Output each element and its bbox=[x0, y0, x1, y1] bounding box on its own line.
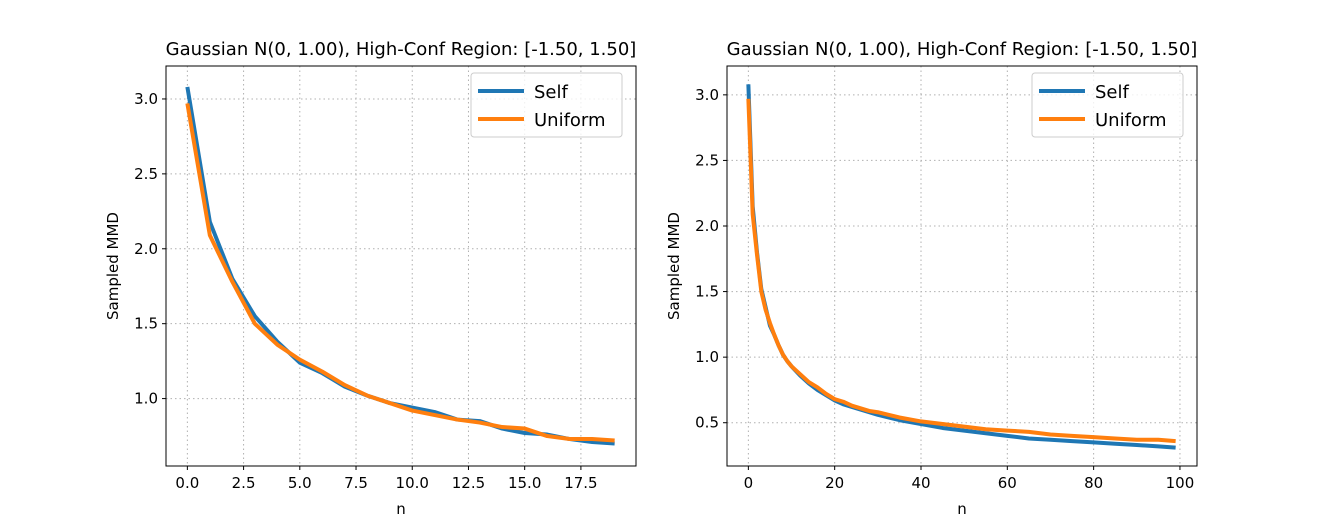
x-tick-label: 60 bbox=[998, 474, 1017, 492]
x-tick-label: 40 bbox=[911, 474, 930, 492]
y-tick-label: 2.5 bbox=[695, 151, 719, 169]
series-line-uniform bbox=[185, 103, 615, 443]
y-tick-label: 1.5 bbox=[695, 283, 719, 301]
legend-label-uniform: Uniform bbox=[1095, 110, 1167, 131]
x-tick-label: 0 bbox=[744, 474, 754, 492]
y-tick-label: 1.5 bbox=[134, 315, 158, 333]
legend: Self Uniform bbox=[1031, 72, 1184, 138]
series-line-uniform bbox=[746, 98, 1176, 444]
y-tick-label: 0.5 bbox=[695, 414, 719, 432]
chart-2: 0 20 40 60 80 100 0.5 1.0 1.5 2.0 2.5 3.0 n Sampled M… bbox=[665, 39, 1198, 518]
x-tick-label: 100 bbox=[1166, 474, 1195, 492]
legend-label-self: Self bbox=[534, 82, 569, 103]
axes-frame bbox=[165, 65, 637, 467]
y-tick-label: 2.0 bbox=[695, 217, 719, 235]
x-tick-label: 7.5 bbox=[344, 474, 368, 492]
y-tick-label: 2.5 bbox=[134, 165, 158, 183]
y-tick-label: 2.0 bbox=[134, 240, 158, 258]
x-tick-label: 15.0 bbox=[508, 474, 541, 492]
x-axis-label: n bbox=[957, 500, 967, 518]
x-tick-label: 0.0 bbox=[175, 474, 199, 492]
x-tick-label: 20 bbox=[825, 474, 844, 492]
y-tick-label: 3.0 bbox=[134, 90, 158, 108]
chart-title: Gaussian N(0, 1.00), High-Conf Region: [… bbox=[727, 39, 1198, 60]
x-tick-label: 10.0 bbox=[396, 474, 429, 492]
x-tick-label: 2.5 bbox=[232, 474, 256, 492]
series-line-self bbox=[185, 86, 615, 446]
series-line-self bbox=[746, 84, 1176, 450]
chart-title: Gaussian N(0, 1.00), High-Conf Region: [… bbox=[166, 39, 637, 60]
y-axis-label: Sampled MMD bbox=[104, 212, 122, 320]
legend: Self Uniform bbox=[470, 72, 623, 138]
chart-1: 0.0 2.5 5.0 7.5 10.0 12.5 15.0 17.5 1.0 1.5 2.0 2.5… bbox=[104, 39, 637, 518]
x-axis-label: n bbox=[396, 500, 406, 518]
x-tick-label: 80 bbox=[1084, 474, 1103, 492]
y-tick-label: 1.0 bbox=[695, 348, 719, 366]
legend-label-uniform: Uniform bbox=[534, 110, 606, 131]
x-tick-label: 12.5 bbox=[452, 474, 485, 492]
axes-frame bbox=[726, 65, 1198, 467]
y-tick-label: 3.0 bbox=[695, 86, 719, 104]
y-tick-label: 1.0 bbox=[134, 390, 158, 408]
y-axis-label: Sampled MMD bbox=[665, 212, 683, 320]
x-tick-label: 5.0 bbox=[288, 474, 312, 492]
legend-label-self: Self bbox=[1095, 82, 1130, 103]
x-tick-label: 17.5 bbox=[564, 474, 597, 492]
